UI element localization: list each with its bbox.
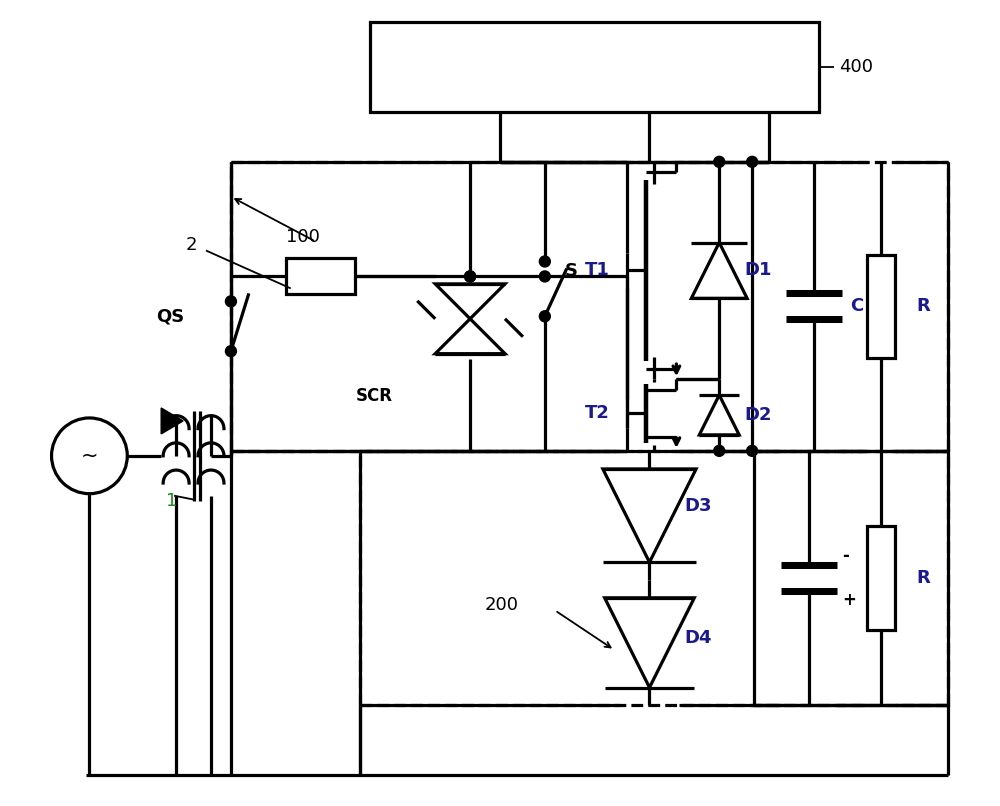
Bar: [867, 526, 895, 629]
Text: D3: D3: [684, 496, 712, 515]
Circle shape: [225, 346, 236, 357]
Text: 1: 1: [166, 492, 178, 509]
Text: D4: D4: [684, 629, 712, 646]
Text: 100: 100: [286, 227, 320, 246]
Circle shape: [465, 271, 476, 282]
Bar: [754, 451, 948, 705]
Text: R: R: [917, 297, 930, 315]
Circle shape: [539, 271, 550, 282]
Text: QS: QS: [156, 307, 184, 326]
Text: D1: D1: [744, 261, 772, 280]
Circle shape: [714, 446, 725, 456]
Text: ~: ~: [81, 446, 98, 466]
Circle shape: [714, 156, 725, 168]
Text: 2: 2: [186, 235, 198, 254]
Circle shape: [747, 446, 758, 456]
Circle shape: [539, 311, 550, 322]
Text: +: +: [842, 591, 856, 609]
Text: C: C: [850, 297, 863, 315]
Circle shape: [225, 296, 236, 307]
Text: 400: 400: [839, 58, 873, 76]
Text: -: -: [842, 547, 849, 565]
Text: T1: T1: [585, 261, 610, 280]
Text: 200: 200: [485, 596, 519, 614]
Text: S: S: [565, 263, 578, 280]
Bar: [286, 259, 355, 294]
Text: SCR: SCR: [355, 387, 392, 405]
Polygon shape: [161, 408, 183, 434]
Bar: [370, 23, 819, 112]
Circle shape: [747, 156, 758, 168]
Bar: [867, 255, 895, 358]
Text: D2: D2: [744, 406, 772, 424]
Circle shape: [539, 256, 550, 267]
Text: R: R: [917, 569, 930, 587]
Text: T2: T2: [585, 405, 610, 422]
Circle shape: [465, 271, 476, 282]
